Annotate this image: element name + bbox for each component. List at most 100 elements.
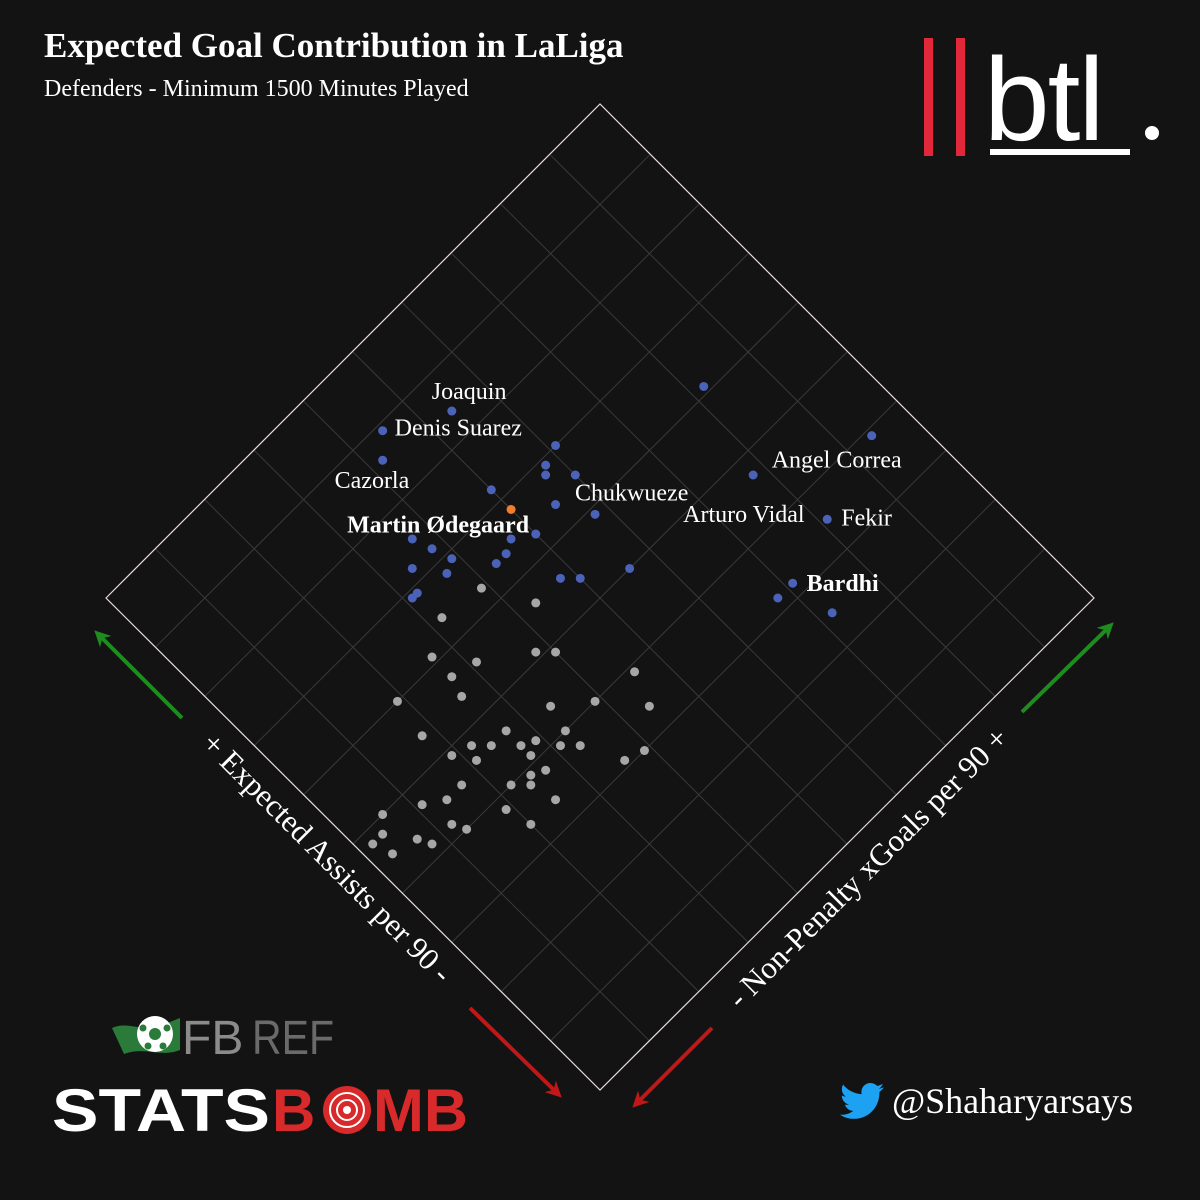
data-point bbox=[546, 701, 556, 711]
data-point bbox=[526, 780, 536, 790]
statsbomb-logo: STATS B MB bbox=[52, 1077, 468, 1140]
data-point-labeled bbox=[378, 455, 388, 465]
data-point bbox=[551, 647, 561, 657]
data-point-highlight bbox=[570, 470, 580, 480]
data-point-highlight bbox=[442, 568, 452, 578]
data-point-highlight bbox=[625, 563, 635, 573]
data-point-highlight bbox=[412, 588, 422, 598]
data-point bbox=[575, 741, 585, 751]
fbref-ref: REF bbox=[252, 1012, 334, 1060]
data-point-highlight bbox=[551, 500, 561, 510]
data-point bbox=[555, 741, 565, 751]
data-point bbox=[541, 765, 551, 775]
data-point-labeled bbox=[506, 504, 516, 514]
grid bbox=[155, 154, 1045, 1042]
btl-dot bbox=[1145, 126, 1159, 140]
data-point-highlight bbox=[501, 549, 511, 559]
data-point bbox=[590, 696, 600, 706]
data-point-highlight bbox=[699, 381, 709, 391]
chart-title: Expected Goal Contribution in LaLiga bbox=[44, 26, 624, 65]
data-point bbox=[457, 691, 467, 701]
btl-bar-1 bbox=[924, 38, 933, 156]
arrow-up-right bbox=[1020, 622, 1114, 714]
data-label: Denis Suarez bbox=[395, 416, 522, 442]
btl-bar-2 bbox=[956, 38, 965, 156]
data-point bbox=[531, 647, 541, 657]
data-point bbox=[427, 839, 437, 849]
plot-frame bbox=[105, 103, 1095, 1091]
data-point-labeled bbox=[378, 426, 388, 436]
data-point bbox=[447, 750, 457, 760]
data-point bbox=[378, 829, 388, 839]
twitter-handle: @Shaharyarsays bbox=[892, 1081, 1134, 1121]
data-point-highlight bbox=[427, 544, 437, 554]
data-points bbox=[368, 381, 877, 859]
data-point-highlight bbox=[827, 608, 837, 618]
data-point bbox=[531, 598, 541, 608]
twitter-bird-icon bbox=[840, 1083, 884, 1119]
data-point bbox=[467, 741, 477, 751]
data-point bbox=[639, 746, 649, 756]
data-label: Angel Correa bbox=[772, 448, 902, 474]
data-point bbox=[560, 726, 570, 736]
data-point bbox=[472, 657, 481, 667]
grid-line bbox=[402, 302, 897, 796]
data-point bbox=[531, 736, 541, 746]
data-point bbox=[392, 696, 402, 706]
data-point-highlight bbox=[486, 485, 496, 495]
data-point bbox=[412, 834, 422, 844]
data-label: Cazorla bbox=[335, 468, 410, 494]
twitter-credit: @Shaharyarsays bbox=[840, 1080, 1133, 1122]
x-axis-label: + Expected Assists per 90 - bbox=[195, 725, 459, 989]
data-point bbox=[526, 770, 536, 780]
grid-line bbox=[451, 253, 947, 746]
data-point bbox=[551, 795, 561, 805]
data-point-highlight bbox=[541, 470, 551, 480]
statsbomb-b: B bbox=[272, 1077, 315, 1140]
data-point bbox=[526, 819, 536, 829]
data-point bbox=[516, 741, 526, 751]
data-point-highlight bbox=[491, 559, 501, 569]
data-label: Fekir bbox=[841, 505, 892, 531]
data-point-highlight bbox=[447, 554, 457, 564]
data-point bbox=[457, 780, 467, 790]
statsbomb-stats: STATS bbox=[52, 1077, 270, 1140]
data-point bbox=[620, 755, 630, 765]
statsbomb-mb: MB bbox=[373, 1077, 468, 1140]
data-point bbox=[368, 839, 378, 849]
data-point bbox=[378, 809, 388, 819]
data-label: Bardhi bbox=[807, 571, 879, 597]
grid-line bbox=[253, 253, 749, 746]
data-point-labeled bbox=[447, 406, 457, 416]
grid-line bbox=[204, 204, 700, 697]
diamond-border bbox=[105, 103, 1095, 1091]
data-point bbox=[417, 800, 427, 810]
data-point bbox=[388, 849, 398, 859]
data-point bbox=[630, 667, 640, 677]
data-point bbox=[442, 795, 452, 805]
data-point-highlight bbox=[773, 593, 783, 603]
grid-line bbox=[352, 351, 848, 845]
data-label: Joaquin bbox=[432, 379, 507, 405]
data-point bbox=[437, 613, 447, 623]
data-point-highlight bbox=[551, 440, 561, 450]
data-point-highlight bbox=[531, 529, 541, 539]
data-point-labeled bbox=[867, 431, 877, 441]
grid-line bbox=[303, 302, 798, 796]
data-point bbox=[462, 824, 472, 834]
data-point bbox=[447, 819, 457, 829]
grid-line bbox=[155, 154, 650, 648]
data-point bbox=[526, 750, 536, 760]
data-point-labeled bbox=[788, 578, 798, 588]
grid-line bbox=[500, 204, 996, 697]
y-axis-label: - Non-Penalty xGoals per 90 + bbox=[720, 720, 1015, 1015]
data-point bbox=[472, 755, 481, 765]
arrow-up-left bbox=[94, 630, 184, 720]
data-label: Arturo Vidal bbox=[683, 502, 805, 528]
arrow-down-left bbox=[468, 1006, 562, 1098]
data-point bbox=[506, 780, 516, 790]
data-point bbox=[417, 731, 427, 741]
data-point bbox=[501, 805, 511, 815]
data-point-highlight bbox=[407, 534, 417, 544]
data-labels: Angel Correa Joaquin Arturo Vidal Denis Sua… bbox=[335, 379, 902, 597]
